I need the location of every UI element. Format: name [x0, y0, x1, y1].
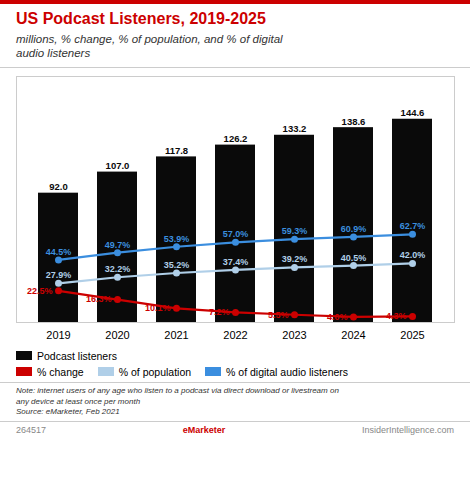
svg-text:2025: 2025	[400, 329, 424, 341]
html-text:% of population: % of population	[118, 365, 192, 378]
html-text:eMarketer: eMarketer	[182, 425, 226, 436]
svg-text:49.7%: 49.7%	[105, 239, 131, 249]
svg-text:22.5%: 22.5%	[27, 286, 53, 296]
html-text:% of digital audio listeners: % of digital audio listeners	[226, 365, 349, 378]
svg-text:27.9%: 27.9%	[46, 270, 72, 280]
html-text:InsiderIntelligence.com: InsiderIntelligence.com	[361, 425, 454, 436]
svg-text:138.6: 138.6	[342, 115, 366, 126]
svg-text:2024: 2024	[341, 329, 365, 341]
html-text:Podcast listeners: Podcast listeners	[37, 349, 117, 362]
svg-text:40.5%: 40.5%	[341, 252, 367, 262]
svg-text:44.5%: 44.5%	[46, 247, 72, 257]
svg-text:126.2: 126.2	[224, 133, 248, 144]
svg-text:117.8: 117.8	[165, 145, 188, 156]
svg-text:92.0: 92.0	[49, 181, 68, 192]
svg-text:42.0%: 42.0%	[400, 250, 426, 260]
html-text:millions, % change, % of popul: millions, % change, % of population, and…	[16, 33, 283, 60]
svg-text:60.9%: 60.9%	[341, 224, 367, 234]
svg-text:53.9%: 53.9%	[164, 233, 190, 243]
svg-text:2021: 2021	[164, 329, 188, 341]
html-text:264517: 264517	[16, 425, 46, 436]
svg-text:57.0%: 57.0%	[223, 229, 249, 239]
svg-text:2023: 2023	[282, 329, 306, 341]
svg-text:2020: 2020	[105, 329, 129, 341]
svg-text:35.2%: 35.2%	[164, 260, 190, 270]
svg-text:4.0%: 4.0%	[327, 312, 348, 322]
svg-text:7.2%: 7.2%	[209, 307, 230, 317]
svg-text:5.5%: 5.5%	[268, 309, 289, 319]
svg-text:2019: 2019	[46, 329, 70, 341]
svg-text:133.2: 133.2	[283, 123, 307, 134]
svg-text:4.3%: 4.3%	[386, 311, 407, 321]
svg-text:62.7%: 62.7%	[400, 221, 426, 231]
html-text:% change: % change	[37, 365, 84, 378]
svg-text:37.4%: 37.4%	[223, 257, 249, 267]
html-text:US Podcast Listeners, 2019-202: US Podcast Listeners, 2019-2025	[16, 10, 266, 27]
svg-text:144.6: 144.6	[401, 107, 425, 118]
svg-text:32.2%: 32.2%	[105, 264, 131, 274]
html-text:Note: internet users of any ag: Note: internet users of any age who list…	[16, 385, 339, 417]
svg-text:59.3%: 59.3%	[282, 226, 308, 236]
svg-text:39.2%: 39.2%	[282, 254, 308, 264]
svg-text:16.3%: 16.3%	[86, 294, 112, 304]
svg-text:2022: 2022	[223, 329, 247, 341]
svg-text:107.0: 107.0	[106, 160, 130, 171]
svg-text:10.1%: 10.1%	[145, 303, 171, 313]
